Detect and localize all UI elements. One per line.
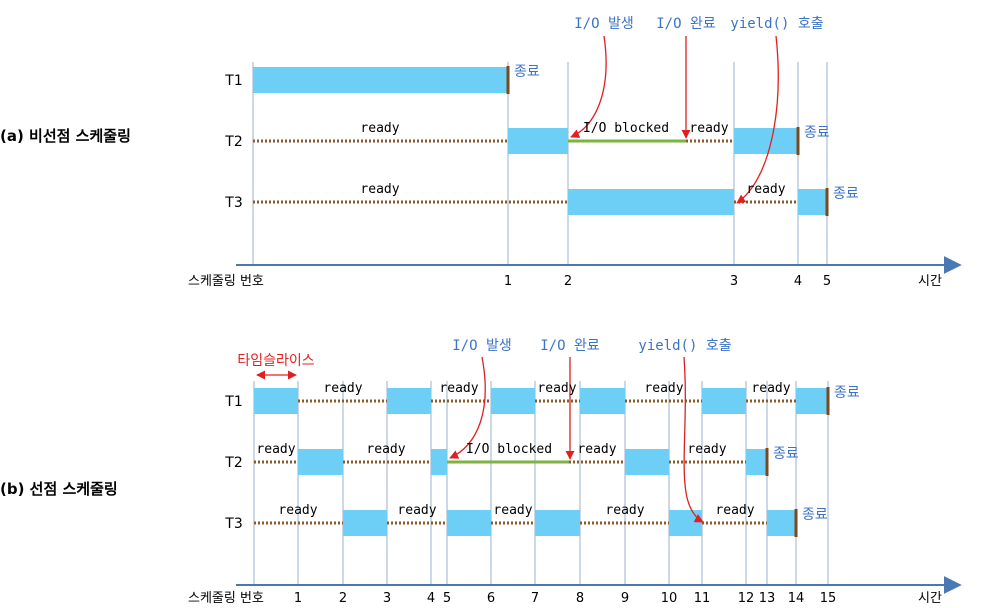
b-thread-3-run-bar	[535, 510, 580, 536]
b-thread-3-run-bar	[767, 510, 796, 536]
a-thread-3-run-bar	[798, 189, 827, 215]
b-ready-label: ready	[605, 503, 644, 518]
a-thread-1-run-bar	[253, 67, 508, 93]
a-io-occur-arrow	[570, 35, 607, 138]
b-thread-1-run-bar	[387, 388, 431, 414]
b-io-occur-label: I/O 발생	[452, 338, 511, 354]
a-thread-label: T3	[224, 195, 242, 211]
b-io-done-label: I/O 완료	[540, 338, 600, 354]
b-ready-label: ready	[397, 503, 436, 518]
a-ready-label: ready	[360, 121, 399, 136]
a-end-label: 종료	[804, 125, 830, 141]
a-io-occur-label: I/O 발생	[574, 16, 633, 32]
a-io-done-label: I/O 완료	[656, 16, 716, 32]
b-tick-label: 2	[339, 591, 347, 606]
b-thread-2-run-bar	[431, 449, 447, 475]
a-thread-label: T2	[224, 134, 242, 150]
b-thread-label: T2	[224, 455, 242, 471]
b-ready-label: ready	[278, 503, 317, 518]
ready-lines	[253, 139, 798, 525]
a-end-label: 종료	[833, 186, 859, 202]
b-thread-3-run-bar	[447, 510, 491, 536]
a-section-label: (a) 비선점 스케줄링	[0, 127, 131, 145]
b-tick-label: 10	[661, 591, 678, 606]
a-axis-prefix: 스케줄링 번호	[188, 274, 264, 289]
b-tick-label: 12	[738, 591, 755, 606]
gridlines	[236, 62, 962, 594]
b-ready-label: ready	[493, 503, 532, 518]
a-tick-label: 2	[564, 274, 572, 289]
a-io-blocked-label: I/O blocked	[583, 121, 669, 136]
a-yield-arrow	[736, 35, 779, 204]
a-thread-3-run-bar	[568, 189, 734, 215]
b-io-blocked-label: I/O blocked	[466, 442, 552, 457]
a-thread-label: T1	[224, 73, 242, 89]
b-yield-arrow	[683, 356, 704, 523]
b-tick-label: 9	[621, 591, 629, 606]
a-tick-label: 3	[730, 274, 738, 289]
b-thread-1-run-bar	[580, 388, 625, 414]
b-yield-call-label: yield() 호출	[638, 338, 731, 354]
b-ready-label: ready	[537, 381, 576, 396]
b-io-occur-arrow	[449, 356, 486, 459]
b-tick-label: 1	[294, 591, 302, 606]
b-thread-2-run-bar	[746, 449, 767, 475]
b-thread-2-run-bar	[298, 449, 343, 475]
b-tick-label: 8	[576, 591, 584, 606]
a-tick-label: 4	[794, 274, 802, 289]
a-axis-suffix: 시간	[918, 274, 942, 289]
b-thread-3-run-bar	[343, 510, 387, 536]
execution-bars	[253, 67, 828, 536]
b-tick-label: 7	[531, 591, 539, 606]
event-arrows	[256, 35, 779, 523]
b-thread-1-run-bar	[254, 388, 298, 414]
b-thread-1-run-bar	[491, 388, 535, 414]
a-tick-label: 5	[823, 274, 831, 289]
b-tick-label: 4	[427, 591, 435, 606]
b-tick-label: 5	[443, 591, 451, 606]
b-end-label: 종료	[834, 385, 860, 401]
b-tick-label: 15	[820, 591, 837, 606]
b-end-label: 종료	[802, 507, 828, 523]
b-end-label: 종료	[773, 446, 799, 462]
b-ready-label: ready	[715, 503, 754, 518]
b-thread-label: T3	[224, 516, 242, 532]
b-ready-label: ready	[751, 381, 790, 396]
b-thread-1-run-bar	[796, 388, 828, 414]
b-ready-label: ready	[323, 381, 362, 396]
b-tick-label: 6	[487, 591, 495, 606]
a-tick-label: 1	[504, 274, 512, 289]
b-axis-prefix: 스케줄링 번호	[188, 591, 264, 606]
b-ready-label: ready	[687, 442, 726, 457]
a-ready-label: ready	[689, 121, 728, 136]
b-timeslice-label: 타임슬라이스	[237, 353, 314, 369]
b-ready-label: ready	[256, 442, 295, 457]
b-section-label: (b) 선점 스케줄링	[0, 480, 118, 498]
a-yield-call-label: yield() 호출	[730, 16, 823, 32]
a-end-label: 종료	[514, 64, 540, 80]
b-ready-label: ready	[366, 442, 405, 457]
b-tick-label: 11	[694, 591, 711, 606]
b-thread-3-run-bar	[669, 510, 702, 536]
b-thread-2-run-bar	[625, 449, 669, 475]
end-markers	[506, 66, 830, 537]
a-ready-label: ready	[360, 182, 399, 197]
b-tick-label: 13	[759, 591, 776, 606]
b-thread-1-run-bar	[702, 388, 746, 414]
b-axis-suffix: 시간	[918, 591, 942, 606]
b-thread-label: T1	[224, 394, 242, 410]
b-tick-label: 3	[383, 591, 391, 606]
b-ready-label: ready	[577, 442, 616, 457]
b-ready-label: ready	[644, 381, 683, 396]
a-thread-2-run-bar	[508, 128, 568, 154]
a-ready-label: ready	[746, 182, 785, 197]
b-ready-label: ready	[439, 381, 478, 396]
a-thread-2-run-bar	[734, 128, 798, 154]
b-tick-label: 14	[788, 591, 805, 606]
